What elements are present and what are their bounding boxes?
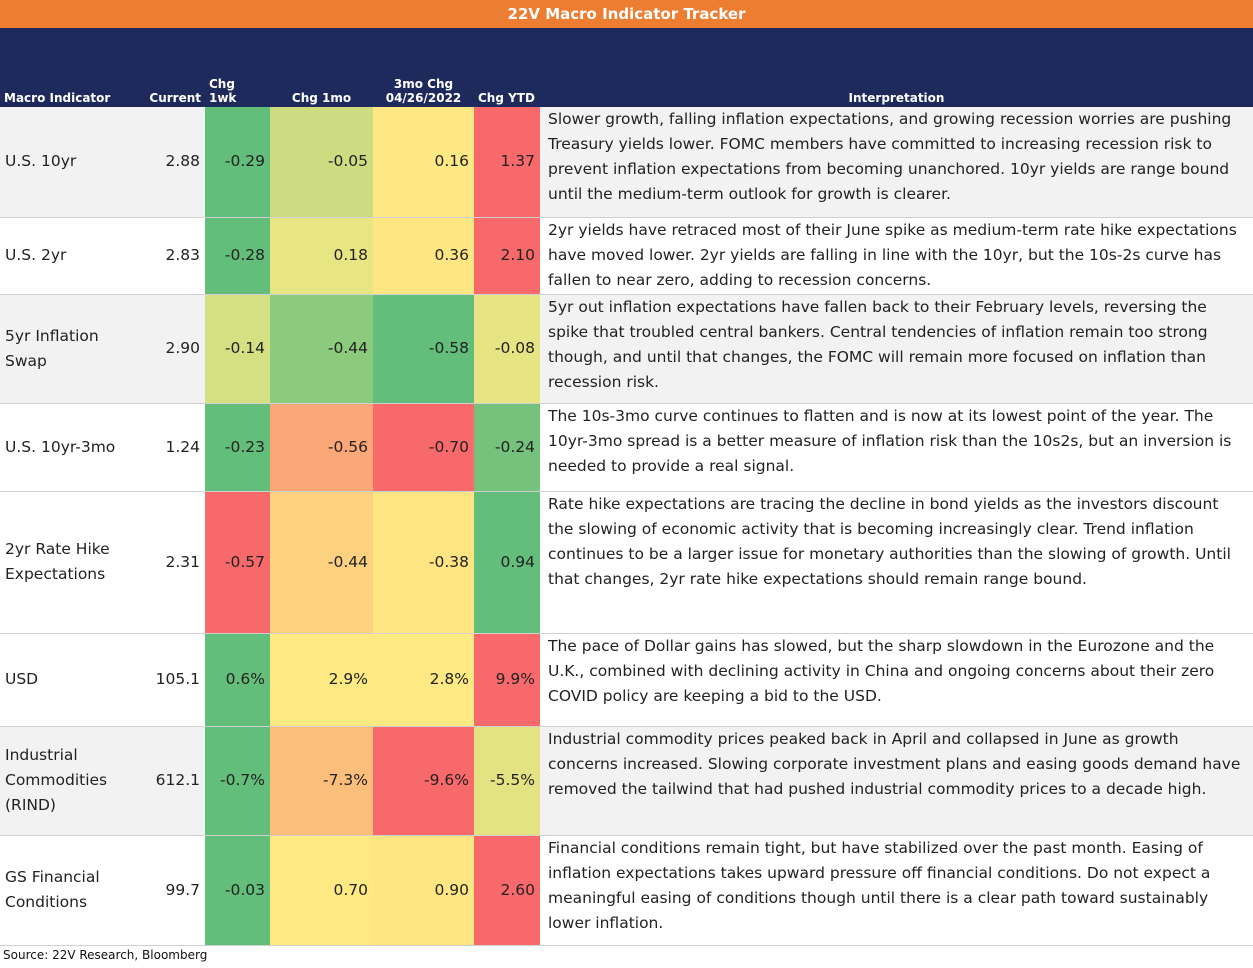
value-cell: 612.1 <box>140 726 205 836</box>
title-bar: 22V Macro Indicator Tracker <box>0 0 1253 28</box>
value-cell: 99.7 <box>140 835 205 946</box>
indicator-name: Industrial Commodities (RIND) <box>0 726 140 836</box>
table-row: 2yr Rate Hike Expectations 2.31 -0.57 -0.44… <box>0 491 1253 634</box>
value-cell: -9.6% <box>373 726 474 836</box>
value-cell: 2.60 <box>474 835 540 946</box>
value-cell: 0.94 <box>474 491 540 634</box>
indicator-name: U.S. 10yr <box>0 107 140 218</box>
table-row: U.S. 2yr 2.83 -0.28 0.18 0.36 2.10 2yr yields … <box>0 217 1253 295</box>
value-cell: -0.70 <box>373 403 474 492</box>
column-header: 3mo Chg 04/26/2022 <box>373 28 474 107</box>
indicator-name: U.S. 10yr-3mo <box>0 403 140 492</box>
table-row: U.S. 10yr 2.88 -0.29 -0.05 0.16 1.37 Slower gr… <box>0 107 1253 218</box>
value-cell: 2.31 <box>140 491 205 634</box>
value-cell: -0.58 <box>373 294 474 404</box>
interpretation: 5yr out inflation expectations have fall… <box>540 294 1253 404</box>
value-cell: -0.14 <box>205 294 270 404</box>
value-cell: 0.16 <box>373 107 474 218</box>
table-row: U.S. 10yr-3mo 1.24 -0.23 -0.56 -0.70 -0.24 The… <box>0 403 1253 492</box>
value-cell: -0.56 <box>270 403 373 492</box>
column-header: Interpretation <box>540 28 1253 107</box>
value-cell: 0.36 <box>373 217 474 295</box>
column-header: Chg 1mo <box>270 28 373 107</box>
value-cell: -0.28 <box>205 217 270 295</box>
table-row: 5yr Inflation Swap 2.90 -0.14 -0.44 -0.58 -0.… <box>0 294 1253 404</box>
value-cell: -0.29 <box>205 107 270 218</box>
interpretation: Financial conditions remain tight, but h… <box>540 835 1253 946</box>
indicator-name: GS Financial Conditions <box>0 835 140 946</box>
value-cell: 0.6% <box>205 633 270 727</box>
value-cell: 0.90 <box>373 835 474 946</box>
column-header: Macro Indicator <box>0 28 140 107</box>
interpretation: Rate hike expectations are tracing the d… <box>540 491 1253 634</box>
value-cell: -7.3% <box>270 726 373 836</box>
value-cell: -0.24 <box>474 403 540 492</box>
value-cell: 2.8% <box>373 633 474 727</box>
value-cell: -5.5% <box>474 726 540 836</box>
value-cell: 1.24 <box>140 403 205 492</box>
value-cell: -0.38 <box>373 491 474 634</box>
value-cell: -0.7% <box>205 726 270 836</box>
indicator-name: 2yr Rate Hike Expectations <box>0 491 140 634</box>
table-row: Industrial Commodities (RIND) 612.1 -0.7% -… <box>0 726 1253 836</box>
interpretation: The pace of Dollar gains has slowed, but… <box>540 633 1253 727</box>
column-header: Chg 1wk <box>205 28 270 107</box>
interpretation: 2yr yields have retraced most of their J… <box>540 217 1253 295</box>
indicator-name: 5yr Inflation Swap <box>0 294 140 404</box>
value-cell: -0.57 <box>205 491 270 634</box>
value-cell: 2.88 <box>140 107 205 218</box>
interpretation: Industrial commodity prices peaked back … <box>540 726 1253 836</box>
indicator-name: U.S. 2yr <box>0 217 140 295</box>
value-cell: 2.10 <box>474 217 540 295</box>
header-row: Macro Indicator Current Chg 1wk Chg 1mo 3mo … <box>0 28 1253 107</box>
interpretation: The 10s-3mo curve continues to flatten a… <box>540 403 1253 492</box>
value-cell: 105.1 <box>140 633 205 727</box>
value-cell: 1.37 <box>474 107 540 218</box>
indicator-name: USD <box>0 633 140 727</box>
value-cell: -0.44 <box>270 491 373 634</box>
value-cell: 9.9% <box>474 633 540 727</box>
table-row: GS Financial Conditions 99.7 -0.03 0.70 0.90… <box>0 835 1253 946</box>
column-header: Chg YTD <box>474 28 540 107</box>
indicator-table: Macro Indicator Current Chg 1wk Chg 1mo 3mo … <box>0 28 1253 946</box>
value-cell: 0.70 <box>270 835 373 946</box>
value-cell: 2.9% <box>270 633 373 727</box>
source-note: Source: 22V Research, Bloomberg <box>3 947 208 962</box>
value-cell: -0.05 <box>270 107 373 218</box>
value-cell: -0.08 <box>474 294 540 404</box>
value-cell: 0.18 <box>270 217 373 295</box>
value-cell: -0.44 <box>270 294 373 404</box>
value-cell: 2.90 <box>140 294 205 404</box>
value-cell: -0.23 <box>205 403 270 492</box>
value-cell: 2.83 <box>140 217 205 295</box>
table-row: USD 105.1 0.6% 2.9% 2.8% 9.9% The pace of Doll… <box>0 633 1253 727</box>
value-cell: -0.03 <box>205 835 270 946</box>
column-header: Current <box>140 28 205 107</box>
interpretation: Slower growth, falling inflation expecta… <box>540 107 1253 218</box>
